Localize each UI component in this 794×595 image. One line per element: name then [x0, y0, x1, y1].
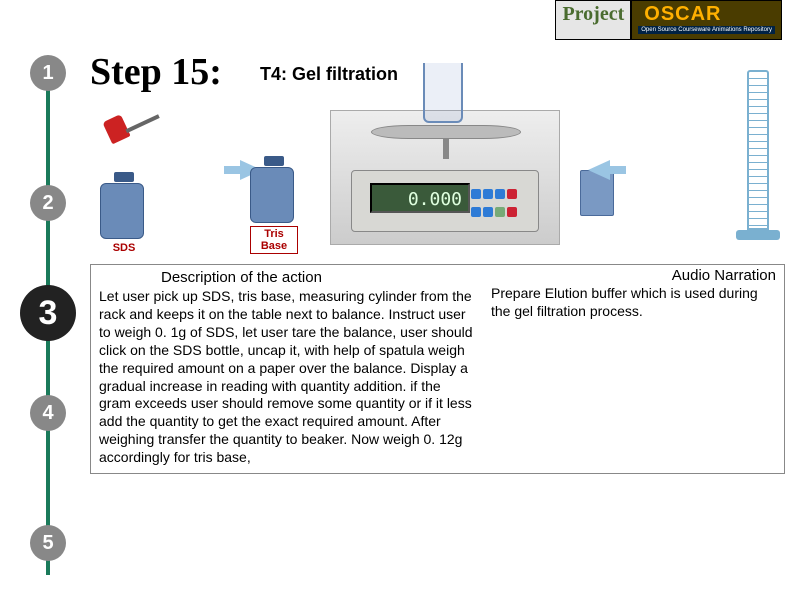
timeline-node-4[interactable]: 4 — [30, 395, 66, 431]
description-body: Let user pick up SDS, tris base, measuri… — [91, 286, 481, 471]
timeline-node-2[interactable]: 2 — [30, 185, 66, 221]
timeline-node-3[interactable]: 3 — [20, 285, 76, 341]
tris-bottle-label: Tris Base — [250, 226, 298, 254]
step-title: Step 15: — [90, 50, 222, 94]
balance-post — [443, 139, 449, 159]
tris-bottle[interactable]: Tris Base — [250, 156, 298, 254]
timeline: 1 2 3 4 5 — [30, 55, 66, 575]
step-subtitle: T4: Gel filtration — [260, 64, 398, 85]
logo-left-word: Project — [562, 3, 624, 25]
beaker-on-balance-icon — [423, 63, 463, 123]
balance-base: 0.000 — [351, 170, 539, 232]
balance[interactable]: 0.000 — [330, 110, 560, 245]
lab-bench: SDS Tris Base 0.000 — [90, 100, 780, 250]
logo: Project OSCAR Open Source Courseware Ani… — [555, 0, 782, 40]
balance-pan — [371, 125, 521, 139]
arrow-left-icon — [588, 160, 610, 180]
measuring-cylinder-icon — [736, 70, 780, 260]
balance-buttons[interactable] — [470, 187, 526, 213]
narration-heading: Audio Narration — [672, 267, 776, 284]
logo-right-word: OSCAR — [638, 3, 727, 25]
balance-display: 0.000 — [370, 183, 470, 213]
description-box: Audio Narration Description of the actio… — [90, 264, 785, 474]
sds-bottle-label: SDS — [100, 242, 148, 254]
narration-body: Prepare Elution buffer which is used dur… — [491, 285, 778, 321]
logo-subtitle: Open Source Courseware Animations Reposi… — [638, 26, 775, 34]
spatula-icon — [102, 97, 173, 159]
timeline-node-5[interactable]: 5 — [30, 525, 66, 561]
timeline-node-1[interactable]: 1 — [30, 55, 66, 91]
sds-bottle[interactable]: SDS — [100, 172, 148, 254]
